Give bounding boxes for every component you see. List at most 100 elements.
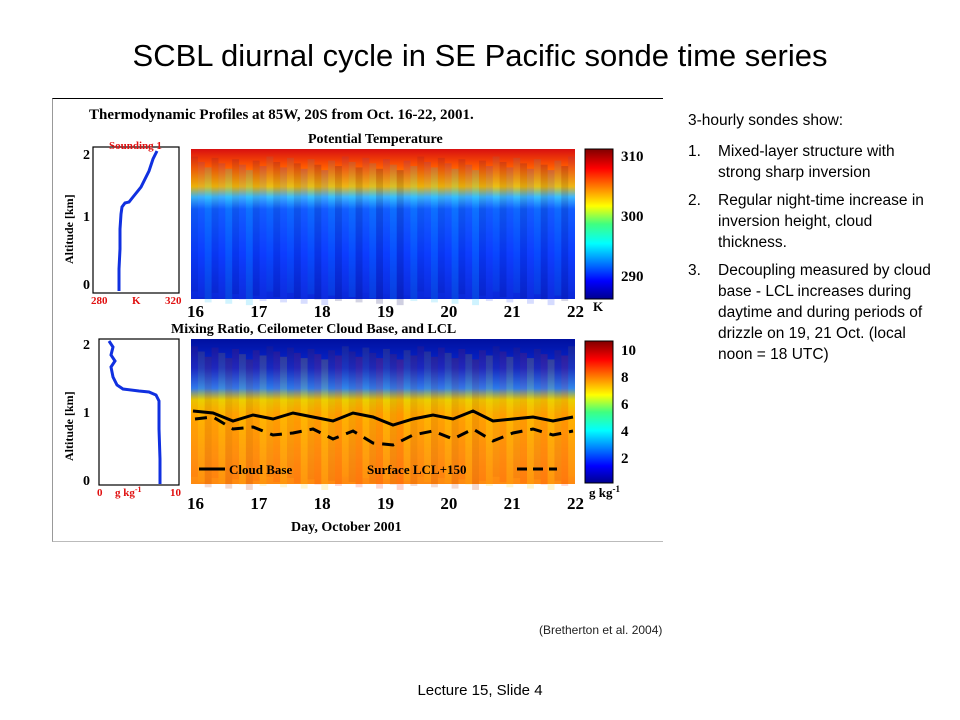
field-column: [335, 355, 342, 486]
field-column: [533, 159, 541, 295]
field-column: [204, 356, 212, 488]
bottom-profile-axis-unit: g kg-1: [115, 485, 142, 499]
day-tick-label: 19: [377, 494, 394, 513]
bullet-number: 1.: [688, 143, 701, 160]
field-column: [335, 166, 342, 302]
field-column: [465, 164, 473, 300]
legend-lcl-label: Surface LCL+150: [367, 462, 467, 477]
field-column: [437, 347, 445, 479]
field-column: [232, 159, 239, 295]
field-column: [568, 156, 575, 292]
field-column: [396, 170, 404, 306]
field-column: [410, 166, 418, 302]
field-column: [417, 346, 425, 477]
field-column: [293, 163, 301, 299]
field-column: [252, 160, 260, 296]
field-column: [506, 356, 514, 488]
field-column: [492, 346, 500, 477]
q-colorbar: [584, 340, 614, 484]
field-column: [465, 354, 473, 485]
field-column: [424, 161, 431, 297]
field-column: [472, 359, 479, 490]
bottom-panel-title: Mixing Ratio, Ceilometer Cloud Base, and…: [171, 322, 456, 337]
field-column: [383, 159, 390, 295]
field-column: [328, 160, 335, 296]
field-column: [479, 160, 486, 296]
day-tick-label: 16: [187, 494, 204, 513]
field-column: [547, 170, 555, 306]
bottom-profile-axis-min: 0: [97, 487, 103, 499]
field-column: [403, 160, 411, 296]
field-column: [451, 168, 459, 304]
q-colorbar-tick-8: 8: [621, 370, 629, 386]
theta-colorbar: [584, 148, 614, 300]
q-colorbar-tick-6: 6: [621, 397, 629, 413]
bullet-item-2: 2. Regular night-time increase in inversi…: [688, 190, 940, 253]
field-column: [280, 167, 287, 303]
top-sounding-label: Sounding 1: [109, 140, 162, 152]
field-column: [321, 170, 329, 306]
field-column: [259, 355, 267, 486]
field-column: [362, 157, 370, 293]
day-tick-label: 22: [567, 302, 584, 321]
field-column: [458, 159, 466, 295]
field-column: [485, 166, 493, 302]
day-tick-label: 18: [314, 494, 331, 513]
bullet-list: 1. Mixed-layer structure with strong shar…: [688, 141, 940, 365]
field-column: [417, 156, 425, 292]
field-column: [211, 157, 219, 293]
field-column: [287, 157, 294, 293]
thermodynamic-profiles-figure: Thermodynamic Profiles at 85W, 20S from …: [62, 107, 644, 535]
q-colorbar-unit: g kg-1: [589, 484, 620, 500]
field-column: [273, 161, 281, 297]
field-column: [369, 163, 377, 299]
field-column: [513, 157, 521, 293]
cloud-base-line: [192, 409, 574, 427]
field-column: [533, 348, 541, 480]
theta-colorbar-tick-290: 290: [621, 269, 644, 285]
field-column: [204, 167, 212, 303]
top-profile-box: [92, 146, 180, 294]
bottom-altitude-label: Altitude [km]: [62, 391, 76, 461]
field-column: [499, 351, 507, 483]
field-column: [520, 163, 527, 299]
field-column: [437, 157, 445, 293]
bottom-profile-box: [98, 338, 180, 486]
field-column: [362, 347, 370, 479]
bottom-alt-tick-1: 1: [83, 406, 90, 421]
field-column: [245, 359, 253, 490]
field-column: [554, 160, 562, 296]
field-column: [341, 156, 349, 292]
field-column: [527, 168, 534, 304]
top-profile-axis-max: 320: [165, 295, 182, 307]
bullet-text: Mixed-layer structure with strong sharp …: [718, 143, 895, 181]
field-column: [513, 347, 521, 479]
field-column: [280, 356, 287, 488]
figure-xlabel: Day, October 2001: [291, 520, 402, 535]
field-column: [307, 348, 315, 480]
field-column: [527, 358, 534, 489]
bottom-q-profile-line: [107, 340, 162, 484]
top-alt-tick-1: 1: [83, 210, 90, 225]
field-column: [547, 359, 555, 490]
field-column: [540, 164, 548, 300]
day-tick-label: 16: [187, 302, 204, 321]
day-tick-label: 22: [567, 494, 584, 513]
field-column: [389, 164, 397, 300]
field-column: [355, 167, 363, 303]
field-column: [451, 358, 459, 489]
top-panel-title: Potential Temperature: [308, 132, 443, 147]
field-column: [506, 167, 514, 303]
field-column: [218, 163, 226, 299]
theta-colorbar-tick-300: 300: [621, 209, 644, 225]
field-column: [266, 346, 274, 477]
top-profile-axis-min: 280: [91, 295, 108, 307]
field-column: [191, 156, 198, 292]
field-column: [431, 356, 438, 488]
field-column: [492, 156, 500, 292]
field-column: [410, 355, 418, 486]
field-column: [239, 164, 246, 300]
field-column: [225, 358, 233, 489]
field-column: [472, 170, 479, 306]
figure-main-title: Thermodynamic Profiles at 85W, 20S from …: [89, 107, 474, 123]
